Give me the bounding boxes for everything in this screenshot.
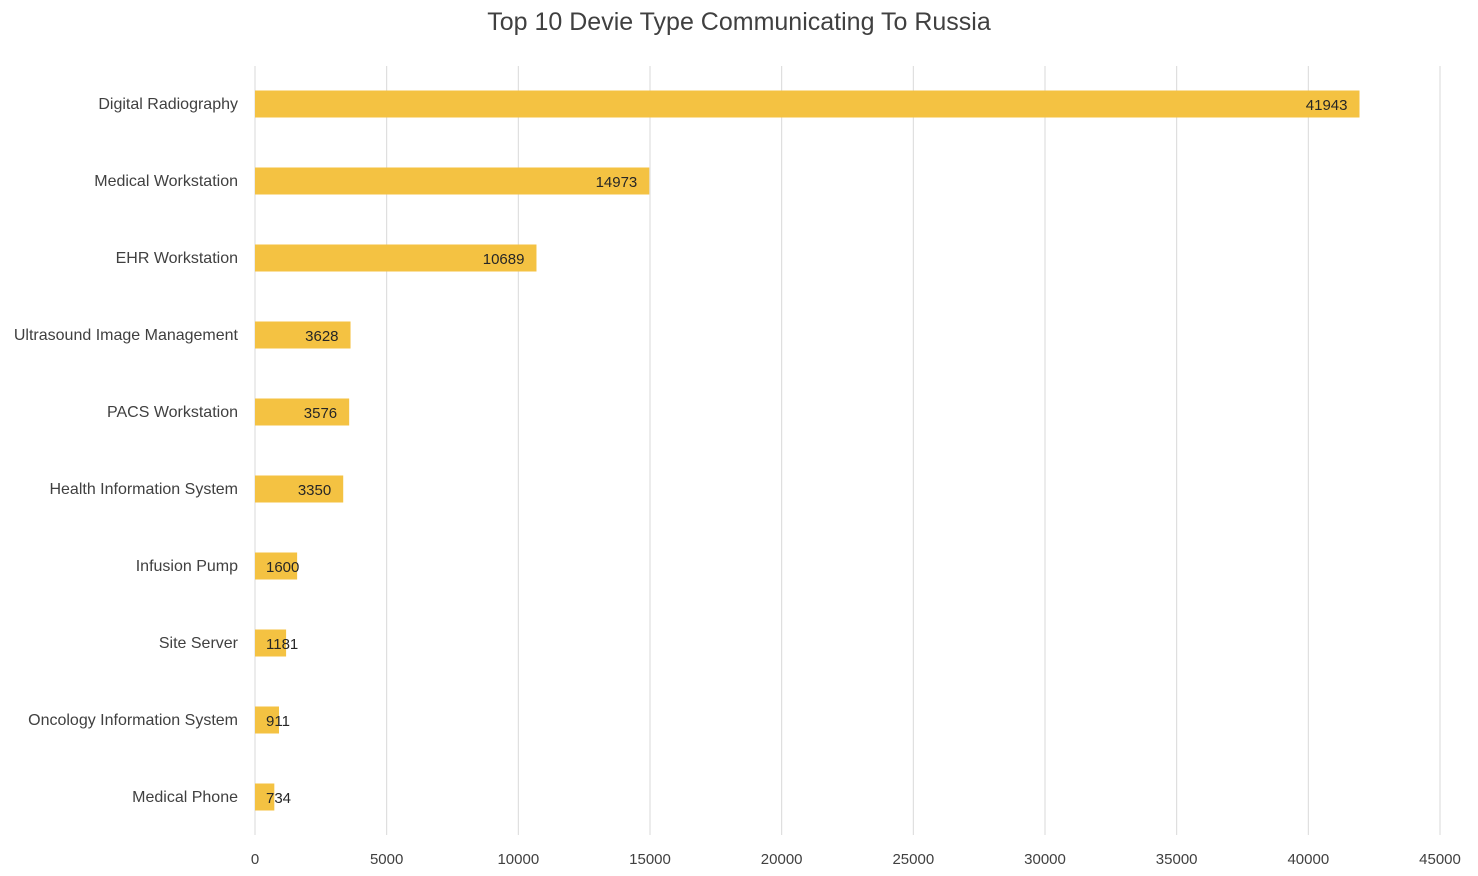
bar <box>255 552 298 580</box>
data-label: 3628 <box>305 328 338 345</box>
bar <box>255 706 279 734</box>
bar <box>255 167 650 195</box>
x-tick-label: 35000 <box>1156 851 1198 868</box>
data-label: 14973 <box>596 174 638 191</box>
x-tick-label: 30000 <box>1024 851 1066 868</box>
bar <box>255 629 287 657</box>
bar <box>255 244 537 272</box>
data-label: 3576 <box>304 405 337 422</box>
x-tick-label: 15000 <box>629 851 671 868</box>
data-label: 911 <box>266 713 290 730</box>
category-label: Oncology Information System <box>28 712 238 729</box>
x-tick-label: 10000 <box>497 851 539 868</box>
bar <box>255 783 275 811</box>
data-label: 1600 <box>266 559 299 576</box>
x-tick-label: 0 <box>251 851 259 868</box>
x-tick-label: 40000 <box>1287 851 1329 868</box>
bar <box>255 475 344 503</box>
data-label: 734 <box>266 790 291 807</box>
bar <box>255 321 351 349</box>
bar <box>255 398 350 426</box>
data-label: 3350 <box>298 482 331 499</box>
category-label: Digital Radiography <box>98 96 238 113</box>
x-tick-label: 45000 <box>1419 851 1461 868</box>
category-label: Medical Phone <box>132 789 238 806</box>
category-label: Site Server <box>159 635 239 652</box>
bar <box>255 90 1360 118</box>
category-label: Ultrasound Image Management <box>14 327 239 344</box>
category-label: EHR Workstation <box>116 250 238 267</box>
category-label: PACS Workstation <box>107 404 238 421</box>
x-tick-label: 25000 <box>892 851 934 868</box>
data-label: 10689 <box>483 251 525 268</box>
category-label: Infusion Pump <box>136 558 238 575</box>
category-label: Medical Workstation <box>94 173 238 190</box>
data-label: 41943 <box>1306 97 1348 114</box>
chart-title: Top 10 Devie Type Communicating To Russi… <box>487 8 991 36</box>
data-label: 1181 <box>266 636 298 653</box>
x-tick-label: 5000 <box>370 851 403 868</box>
x-tick-label: 20000 <box>761 851 803 868</box>
category-label: Health Information System <box>49 481 238 498</box>
